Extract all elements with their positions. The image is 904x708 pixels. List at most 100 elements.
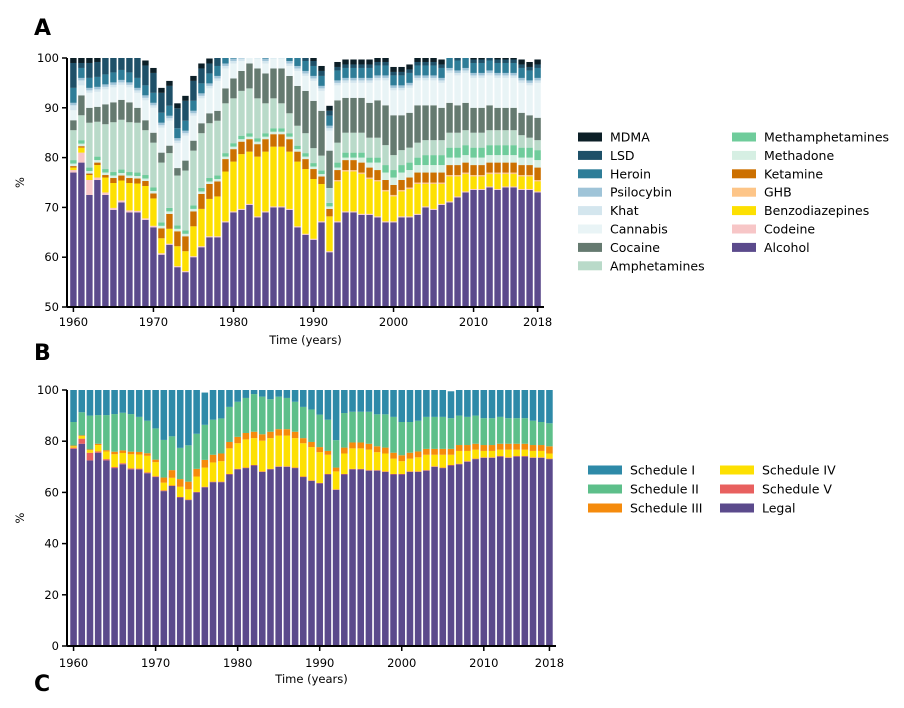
bar-ketamine-1980 (230, 149, 237, 162)
bar-ketamine-1993 (334, 170, 341, 181)
bar-methamphetamines-2013 (494, 145, 501, 156)
bar-heroin-1964 (102, 74, 109, 85)
bar-lsd-1971 (158, 92, 165, 113)
bar-amphetamines-2000 (390, 155, 397, 171)
bar-methadone-1984 (262, 136, 269, 140)
bar-cocaine-1998 (374, 100, 381, 138)
bar-methadone-1980 (230, 146, 237, 150)
bar-benzodiazepines-1998 (374, 181, 381, 217)
bar-schedule-i-1961 (78, 390, 86, 413)
bar-khat-2015 (510, 75, 517, 78)
bar-mdma-1961 (78, 58, 85, 63)
bar-lsd-1994 (342, 64, 349, 68)
bar-lsd-2006 (438, 64, 445, 68)
bar-lsd-1974 (182, 100, 189, 121)
bar-schedule-i-1995 (357, 390, 365, 412)
legend-label-schedule-i: Schedule I (630, 463, 695, 478)
bar-schedule-iii-2010 (480, 445, 488, 451)
bar-alcohol-1992 (326, 252, 333, 307)
bar-psilocybin-1978 (214, 75, 221, 79)
bar-benzodiazepines-1967 (126, 183, 133, 211)
bar-amphetamines-2006 (438, 140, 445, 156)
bar-methadone-1982 (246, 136, 253, 140)
bar-methamphetamines-1977 (206, 178, 213, 182)
bar-khat-2017 (526, 82, 533, 86)
bar-schedule-ii-1970 (152, 428, 159, 460)
bar-methadone-1990 (310, 166, 317, 170)
bar-legal-2004 (431, 466, 438, 646)
bar-benzodiazepines-2004 (422, 183, 429, 207)
bar-cannabis-1984 (262, 63, 269, 74)
bar-alcohol-2013 (494, 189, 501, 307)
bar-khat-1995 (350, 80, 357, 83)
bar-schedule-v-1965 (111, 467, 118, 469)
bar-psilocybin-1962 (86, 87, 93, 91)
bar-codeine-1968 (134, 210, 141, 213)
bar-schedule-iii-1963 (94, 443, 102, 446)
bar-codeine-1989 (302, 233, 309, 235)
bar-amphetamines-1967 (126, 122, 133, 173)
bar-cannabis-1965 (110, 87, 117, 103)
bar-codeine-1988 (294, 226, 301, 228)
bar-schedule-v-2009 (472, 458, 479, 460)
bar-khat-2003 (414, 77, 421, 81)
bar-schedule-ii-1985 (275, 396, 282, 430)
bar-ketamine-1994 (342, 160, 349, 171)
bar-alcohol-1984 (262, 212, 269, 307)
bar-schedule-iii-2001 (406, 452, 414, 459)
bar-cocaine-2012 (486, 105, 493, 131)
bar-heroin-1989 (302, 60, 309, 71)
bar-schedule-v-1987 (291, 467, 299, 469)
bar-legal-1995 (357, 469, 365, 646)
bar-cannabis-1977 (206, 88, 213, 114)
bar-cannabis-1975 (190, 115, 197, 141)
bar-cannabis-1960 (70, 110, 77, 121)
bar-schedule-iv-2005 (439, 454, 447, 468)
bar-methamphetamines-2011 (478, 147, 485, 158)
bar-schedule-iii-1994 (349, 442, 356, 449)
bar-methamphetamines-2004 (422, 155, 429, 166)
bar-heroin-1987 (286, 58, 293, 61)
bar-psilocybin-1990 (310, 75, 317, 79)
bar-legal-1976 (201, 487, 209, 646)
bar-alcohol-1994 (342, 212, 349, 307)
bar-amphetamines-1985 (270, 98, 277, 129)
bar-khat-2000 (390, 87, 397, 91)
bar-schedule-iv-1986 (283, 435, 291, 467)
bar-khat-1993 (334, 82, 341, 86)
bar-khat-2004 (422, 77, 429, 81)
bar-benzodiazepines-2015 (510, 174, 517, 187)
bar-khat-1975 (190, 113, 197, 116)
bar-schedule-iii-1987 (291, 431, 299, 439)
bar-methadone-1993 (334, 167, 341, 171)
bar-cannabis-1989 (302, 75, 309, 91)
bar-schedule-ii-1995 (357, 411, 365, 443)
bar-schedule-iii-1973 (176, 479, 184, 487)
bar-schedule-iv-1999 (390, 458, 397, 474)
x-tick-label: 1990 (305, 656, 334, 670)
bar-heroin-2006 (438, 67, 445, 78)
bar-schedule-v-1988 (300, 476, 307, 478)
bar-cocaine-2017 (526, 115, 533, 138)
bar-schedule-ii-1978 (217, 418, 225, 454)
bar-schedule-iii-1976 (201, 459, 209, 468)
bar-lsd-2012 (486, 58, 493, 61)
bar-ketamine-1975 (190, 211, 197, 227)
bar-legal-2008 (464, 461, 471, 646)
bar-schedule-i-2017 (537, 390, 545, 422)
bar-amphetamines-2009 (462, 130, 469, 146)
bar-schedule-ii-1979 (226, 406, 233, 442)
bar-schedule-ii-2013 (505, 418, 512, 444)
bar-heroin-1997 (366, 67, 373, 78)
bar-ghb-2003 (414, 182, 421, 184)
bar-schedule-iv-2013 (505, 449, 512, 458)
bar-schedule-v-2017 (537, 457, 545, 458)
bar-khat-1960 (70, 105, 77, 111)
bar-cannabis-1961 (78, 85, 85, 96)
bar-schedule-ii-1992 (332, 440, 340, 468)
bar-legal-1963 (94, 452, 102, 646)
bar-legal-2011 (488, 457, 496, 646)
bar-schedule-i-1980 (234, 390, 241, 402)
bar-khat-1969 (142, 97, 149, 101)
bar-codeine-1966 (118, 200, 125, 203)
